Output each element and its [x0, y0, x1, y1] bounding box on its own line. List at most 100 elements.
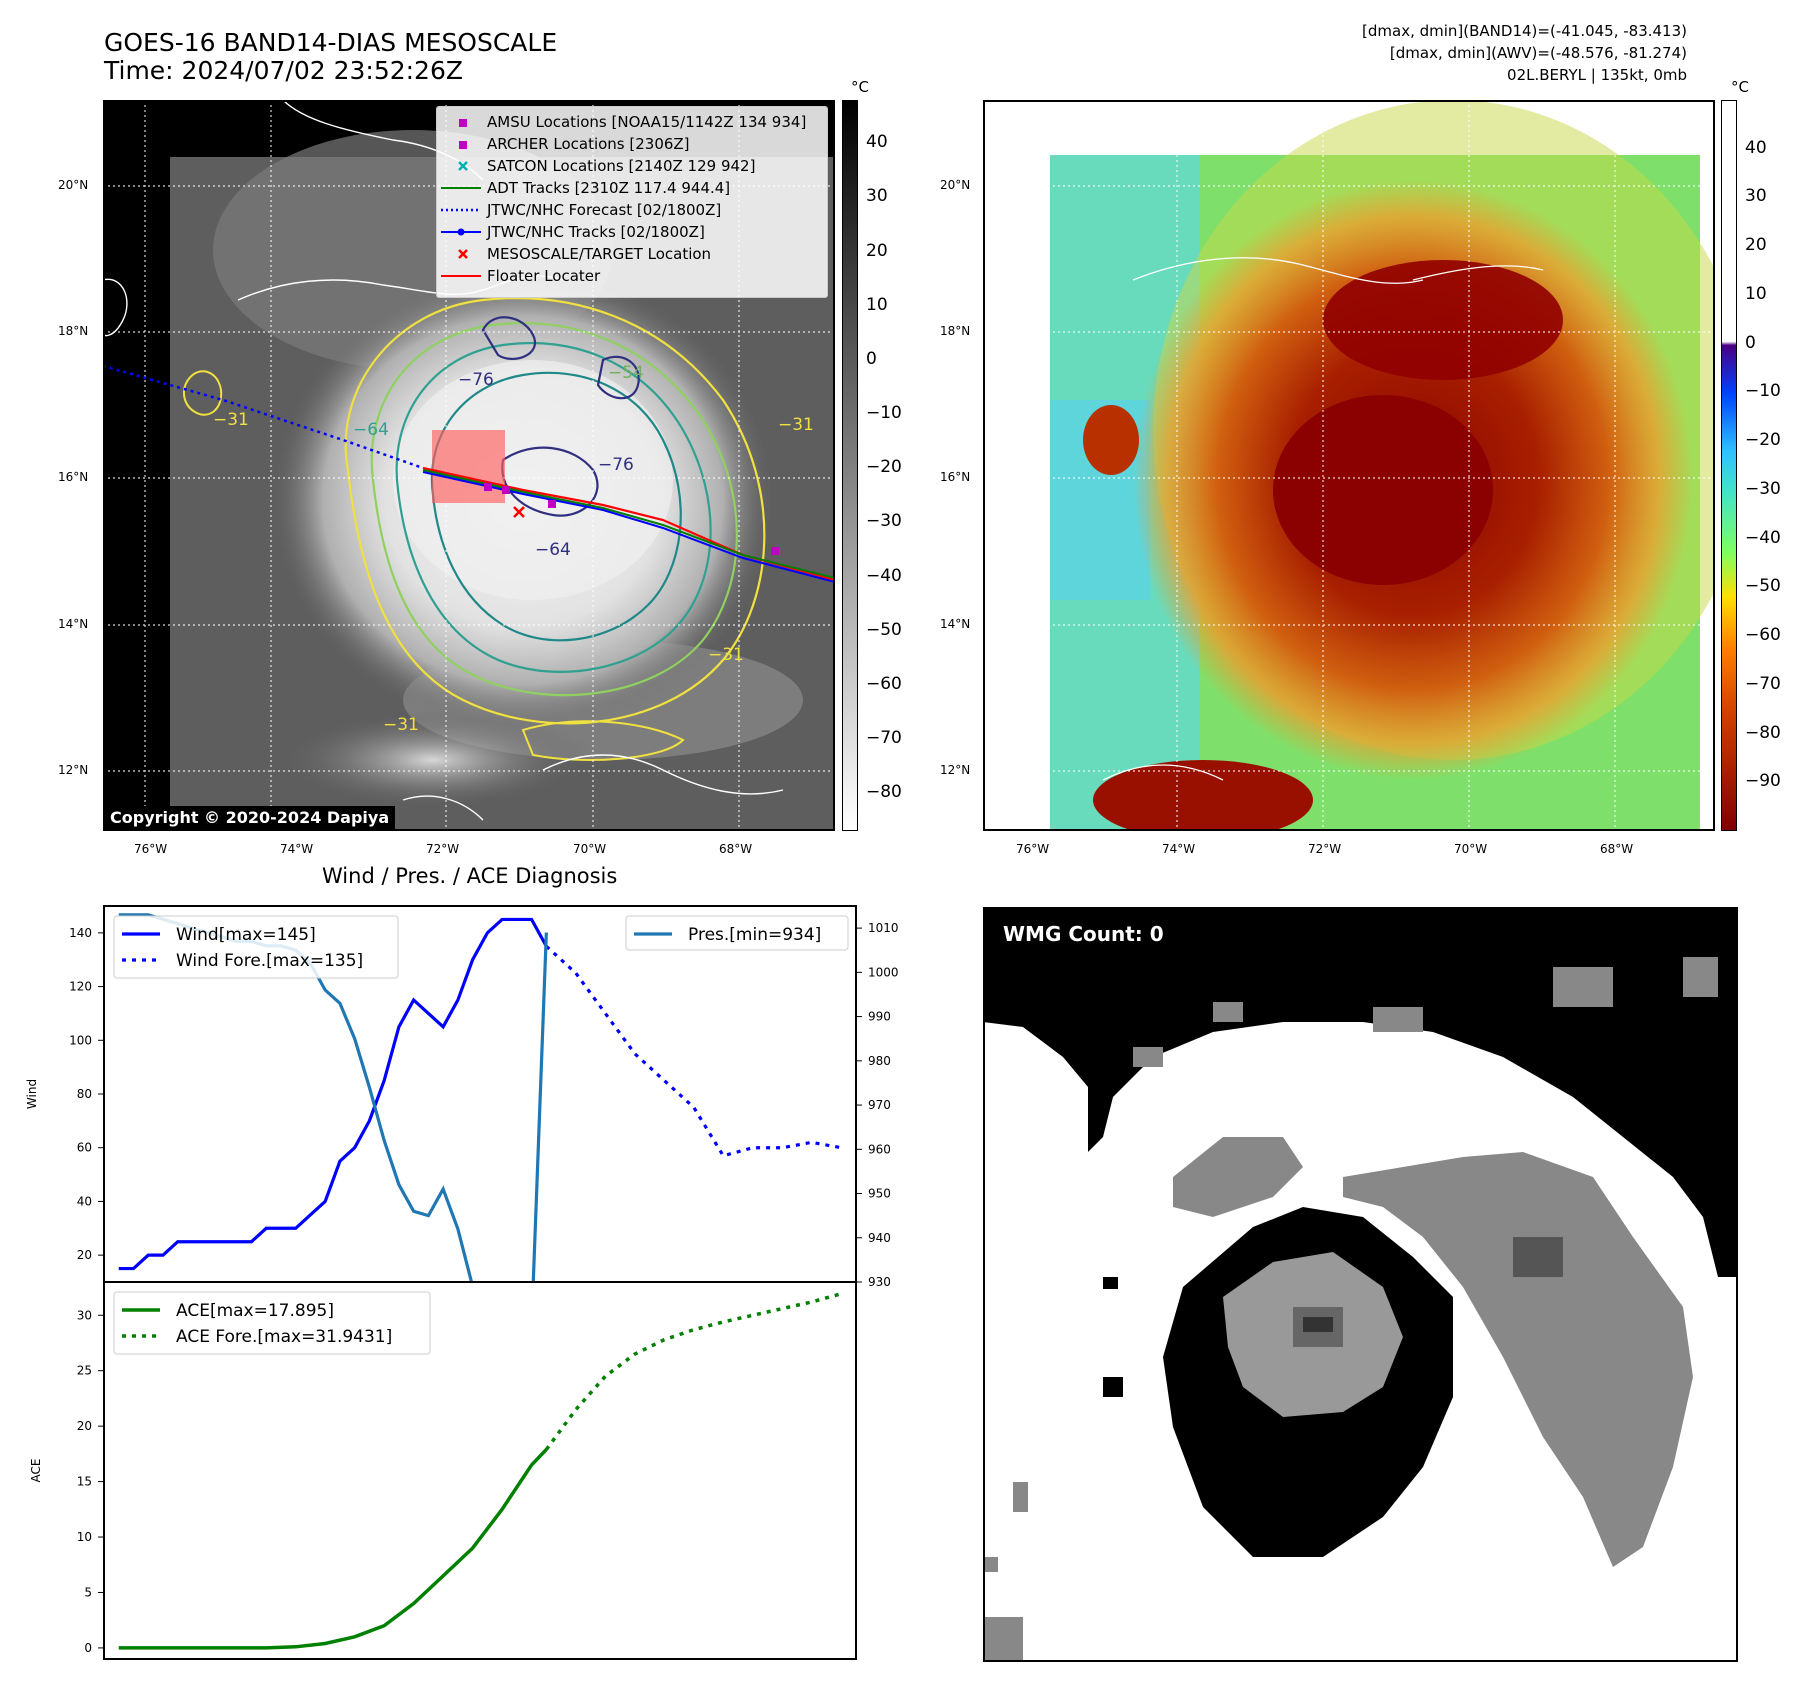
pressure-legend-label: Pres.[min=934]	[688, 925, 821, 945]
archer-marker-2	[771, 547, 779, 555]
ace-ytick-label: 20	[77, 1419, 92, 1433]
svg-text:−76: −76	[598, 455, 634, 475]
legend-item-adt: ADT Tracks [2310Z 117.4 944.4]	[441, 179, 731, 197]
legend-item-forecast: JTWC/NHC Forecast [02/1800Z]	[441, 201, 722, 219]
lon-tick: 68°W	[1600, 842, 1634, 856]
colorbar-tick: −40	[866, 565, 902, 586]
colorbar-tick: 0	[1745, 332, 1756, 353]
lon-tick: 70°W	[1454, 842, 1488, 856]
lon-tick: 74°W	[280, 842, 314, 856]
pressure-ytick-label: 930	[868, 1275, 891, 1289]
stats-band14: [dmax, dmin](BAND14)=(-41.045, -83.413)	[1362, 22, 1687, 40]
legend-item-archer: ARCHER Locations [2306Z]	[437, 133, 827, 155]
wind-ytick-label: 80	[77, 1087, 92, 1101]
ir-panel-frame	[103, 100, 835, 831]
lat-tick: 18°N	[940, 324, 971, 338]
lat-tick: 14°N	[58, 617, 89, 631]
copyright-label: Copyright © 2020-2024 Dapiya	[104, 806, 396, 829]
pressure-ytick-label: 950	[868, 1187, 891, 1201]
wmg-panel-frame	[983, 907, 1738, 1662]
colorbar-tick: −20	[866, 457, 902, 478]
series-line-0	[118, 917, 548, 1271]
ace-axes-frame	[103, 1281, 857, 1660]
colorbar-tick: 30	[1745, 186, 1767, 207]
diagnosis-chart: 2040608010012014093094095096097098099010…	[25, 905, 899, 1660]
lon-tick: 72°W	[1308, 842, 1342, 856]
lat-tick: 12°N	[58, 763, 89, 777]
svg-text:−31: −31	[213, 410, 249, 430]
pressure-ytick-label: 990	[868, 1010, 891, 1024]
ir-colorbar	[842, 100, 858, 831]
svg-text:−64: −64	[353, 420, 389, 440]
legend-item-tracks: JTWC/NHC Tracks [02/1800Z]	[437, 221, 827, 243]
colorbar-tick: −40	[1745, 527, 1781, 548]
wmg-count-label: WMG Count: 0	[1003, 922, 1164, 946]
colorbar-tick: −90	[1745, 771, 1781, 792]
target-marker	[513, 506, 525, 518]
stats-storm: 02L.BERYL | 135kt, 0mb	[1507, 66, 1687, 84]
pressure-legend-box	[625, 915, 849, 951]
lon-tick: 76°W	[1016, 842, 1050, 856]
ace-ytick-label: 25	[77, 1364, 92, 1378]
lon-tick: 70°W	[573, 842, 607, 856]
lon-tick: 72°W	[426, 842, 460, 856]
svg-text:−31: −31	[708, 645, 744, 665]
colorbar-tick: 40	[866, 132, 888, 153]
awv-panel-frame	[983, 100, 1715, 831]
amsu-marker-2	[548, 500, 556, 508]
diagnosis-title: Wind / Pres. / ACE Diagnosis	[322, 864, 618, 888]
ace-legend-box	[113, 1291, 431, 1355]
lon-tick: 74°W	[1162, 842, 1196, 856]
chart-time: Time: 2024/07/02 23:52:26Z	[104, 56, 463, 85]
lon-tick: 68°W	[719, 842, 753, 856]
pressure-ytick-label: 960	[868, 1142, 891, 1156]
wind-ytick-label: 40	[77, 1194, 92, 1208]
chart-title: GOES-16 BAND14-DIAS MESOSCALE	[104, 28, 558, 57]
wind-ytick-label: 100	[69, 1033, 92, 1047]
svg-text:−54: −54	[608, 363, 644, 383]
pressure-ytick-label: 1000	[868, 965, 899, 979]
colorbar-tick: −50	[866, 619, 902, 640]
amsu-marker	[484, 483, 492, 491]
wind-legend-label: Wind[max=145]	[176, 925, 316, 945]
colorbar-tick: −70	[1745, 673, 1781, 694]
ace-series-line-1	[544, 1292, 842, 1451]
svg-text:−31: −31	[778, 415, 814, 435]
awv-colorbar	[1721, 100, 1737, 831]
lat-tick: 16°N	[58, 470, 89, 484]
lat-tick: 20°N	[58, 178, 89, 192]
colorbar-tick: 0	[866, 348, 877, 369]
ace-ytick-label: 5	[84, 1585, 92, 1599]
lat-tick: 16°N	[940, 470, 971, 484]
pressure-ytick-label: 1010	[868, 921, 899, 935]
ace-legend-label: ACE Fore.[max=31.9431]	[176, 1327, 392, 1347]
wmg-panel: WMG Count: 0	[983, 907, 1738, 1662]
wind-legend-box	[113, 915, 399, 979]
colorbar-tick: −60	[1745, 625, 1781, 646]
ace-ylabel: ACE	[29, 1459, 43, 1483]
colorbar-tick: −30	[1745, 478, 1781, 499]
colorbar-tick: 10	[866, 294, 888, 315]
lat-tick: 14°N	[940, 617, 971, 631]
colorbar-tick: 20	[1745, 235, 1767, 256]
ir-legend: AMSU Locations [NOAA15/1142Z 134 934] AR…	[436, 106, 828, 298]
awv-map-panel	[983, 100, 1715, 831]
svg-text:−64: −64	[535, 540, 571, 560]
wind-ytick-label: 60	[77, 1141, 92, 1155]
colorbar-tick: −60	[866, 673, 902, 694]
wind-ytick-label: 20	[77, 1248, 92, 1262]
colorbar-tick: 10	[1745, 283, 1767, 304]
ace-ytick-label: 10	[77, 1530, 92, 1544]
colorbar-tick: 40	[1745, 137, 1767, 158]
colorbar-tick: −50	[1745, 576, 1781, 597]
lon-tick: 76°W	[134, 842, 168, 856]
lat-tick: 18°N	[58, 324, 89, 338]
lat-tick: 20°N	[940, 178, 971, 192]
series-line-1	[545, 945, 842, 1158]
ace-ytick-label: 30	[77, 1308, 92, 1322]
contour-labels: −76 −54 −64 −76 −64 −31 −31 −31 −31	[213, 363, 814, 735]
wind-ylabel: Wind	[25, 1079, 39, 1109]
ace-legend-label: ACE[max=17.895]	[176, 1301, 334, 1321]
colorbar-tick: −30	[866, 511, 902, 532]
awv-colorbar-unit: °C	[1731, 78, 1749, 96]
